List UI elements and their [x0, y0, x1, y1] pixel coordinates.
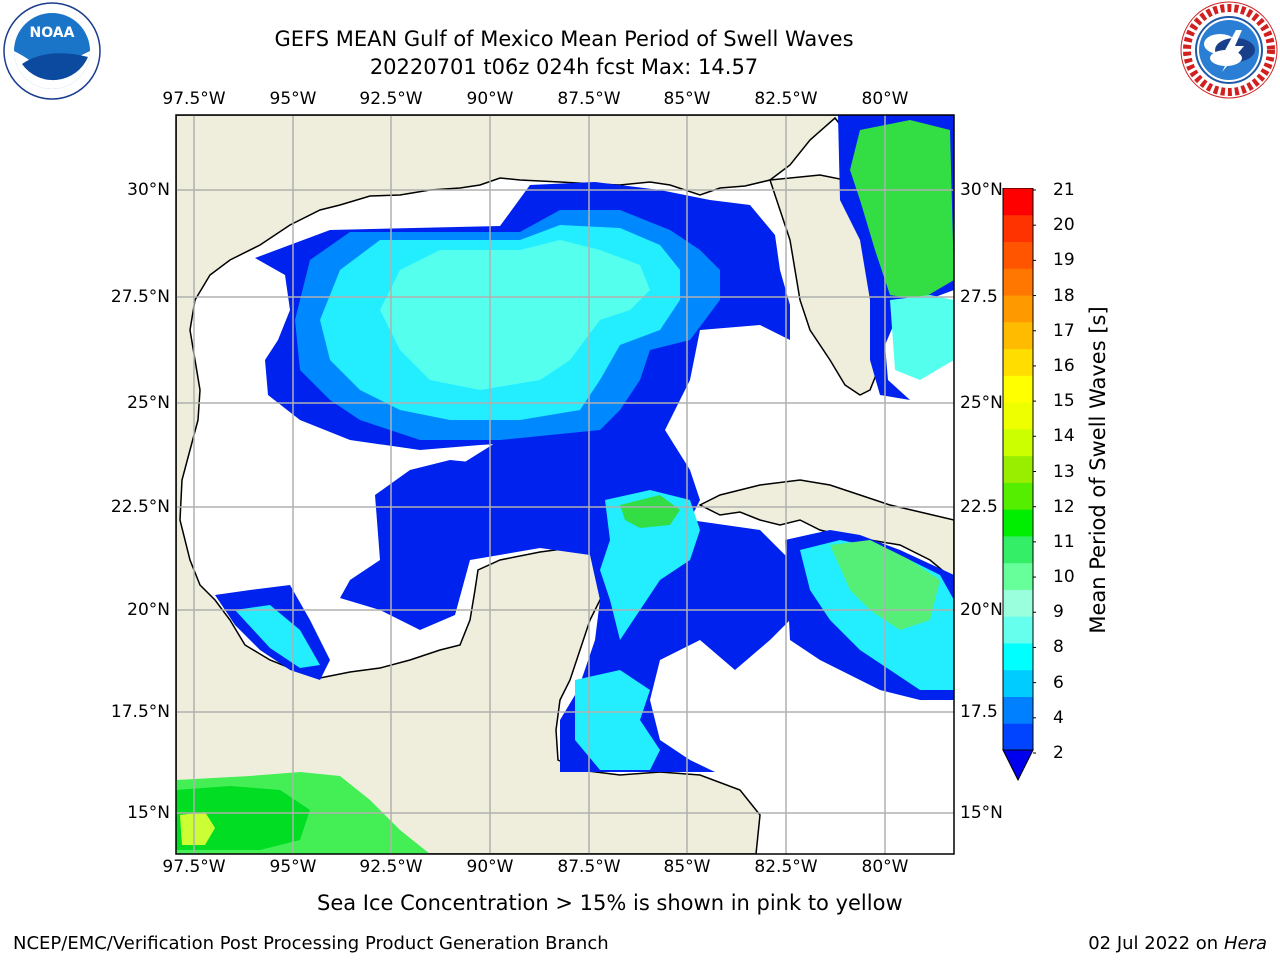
colorbar-segment [1003, 428, 1033, 457]
colorbar-segment [1003, 535, 1033, 564]
lon-tick-top: 92.5°W [359, 89, 423, 109]
lat-tick-right: 22.5 [960, 497, 998, 517]
noaa-logo: NOAA [3, 2, 101, 100]
colorbar-segment [1003, 616, 1033, 644]
colorbar-tick-label: 21 [1053, 180, 1075, 200]
lat-tick-left: 22.5°N [110, 497, 170, 517]
sea-ice-note: Sea Ice Concentration > 15% is shown in … [317, 891, 903, 915]
lat-tick-left: 30°N [127, 180, 170, 200]
colorbar-segment [1003, 562, 1033, 590]
lat-tick-right: 20°N [960, 600, 1003, 620]
colorbar-tick-label: 15 [1053, 391, 1075, 412]
noaa-logo-text: NOAA [30, 25, 75, 41]
colorbar-tick-label: 6 [1053, 672, 1064, 693]
colorbar-tick-label: 8 [1053, 637, 1064, 658]
swell-contours [176, 115, 954, 854]
lat-tick-right: 27.5 [960, 287, 998, 307]
colorbar-tick-label: 2 [1053, 743, 1064, 763]
lon-tick-bottom: 80°W [861, 857, 909, 877]
colorbar-tick-label: 10 [1053, 567, 1075, 588]
colorbar-segment [1003, 295, 1033, 323]
lon-tick-bottom: 85°W [663, 857, 711, 877]
colorbar-tick-label: 16 [1053, 355, 1075, 376]
colorbar-title: Mean Period of Swell Waves [s] [1086, 306, 1110, 634]
colorbar-extend-arrow [1002, 749, 1034, 782]
colorbar-segment [1003, 455, 1033, 483]
colorbar-segment [1003, 241, 1033, 269]
colorbar-segment [1003, 402, 1033, 430]
lon-tick-bottom: 92.5°W [359, 857, 423, 877]
map-title: GEFS MEAN Gulf of Mexico Mean Period of … [274, 27, 854, 51]
lat-tick-right: 15°N [960, 803, 1003, 823]
lon-tick-bottom: 97.5°W [162, 857, 226, 877]
lat-tick-left: 17.5°N [110, 702, 170, 722]
colorbar-segment [1003, 348, 1033, 376]
nws-logo [1180, 1, 1278, 99]
lat-tick-right: 30°N [960, 180, 1003, 200]
colorbar-segment [1003, 268, 1033, 296]
land-cuba [698, 479, 954, 581]
colorbar-segment [1003, 642, 1033, 671]
colorbar-tick-label: 18 [1053, 285, 1075, 306]
run-date-text: 02 Jul 2022 on [1088, 933, 1224, 954]
lon-tick-bottom: 95°W [269, 857, 317, 877]
lon-tick-top: 82.5°W [754, 89, 818, 109]
lat-tick-left: 15°N [127, 803, 170, 823]
colorbar-tick-label: 9 [1053, 602, 1064, 623]
contour-cyan-honduras [575, 670, 660, 770]
lon-tick-top: 85°W [663, 89, 711, 109]
colorbar-frame [1002, 188, 1034, 751]
contour-cyan-atlantic [890, 295, 954, 380]
colorbar-segment [1003, 669, 1033, 697]
colorbar-tick-label: 19 [1053, 250, 1075, 271]
lat-tick-right: 25°N [960, 393, 1003, 413]
lon-tick-bottom: 82.5°W [754, 857, 818, 877]
colorbar-tick-label: 17 [1053, 320, 1075, 341]
colorbar-segment [1003, 589, 1033, 617]
colorbar-segment [1003, 375, 1033, 403]
colorbar-tick-label: 20 [1053, 215, 1075, 236]
lon-tick-top: 87.5°W [557, 89, 621, 109]
contour-cyan-yucatan [600, 490, 700, 640]
contour-green-yucatan [620, 495, 680, 528]
colorbar-tick-label: 14 [1053, 426, 1075, 447]
run-date: 02 Jul 2022 on Hera [1088, 933, 1267, 954]
colorbar-tick-label: 11 [1053, 531, 1075, 552]
lat-tick-left: 27.5°N [110, 287, 170, 307]
contour-cyan-west [235, 605, 320, 668]
colorbar-tick-label: 4 [1053, 707, 1064, 728]
lon-tick-top: 95°W [269, 89, 317, 109]
graticule [176, 115, 954, 854]
lat-tick-right: 17.5 [960, 702, 998, 722]
lat-tick-left: 25°N [127, 393, 170, 413]
colorbar-tick-label: 12 [1053, 496, 1075, 517]
colorbar-segment [1003, 696, 1033, 724]
lon-tick-top: 90°W [466, 89, 514, 109]
lon-tick-bottom: 90°W [466, 857, 514, 877]
contour-green-atlantic [850, 120, 954, 300]
lon-tick-top: 97.5°W [162, 89, 226, 109]
lon-tick-top: 80°W [861, 89, 909, 109]
map-subtitle: 20220701 t06z 024h fcst Max: 14.57 [369, 55, 759, 79]
colorbar-segment [1003, 723, 1033, 751]
colorbar-segment [1003, 214, 1033, 243]
colorbar-segment [1003, 509, 1033, 537]
credit-line: NCEP/EMC/Verification Post Processing Pr… [13, 933, 609, 954]
lat-tick-left: 20°N [127, 600, 170, 620]
colorbar-segment [1003, 188, 1033, 216]
lon-tick-bottom: 87.5°W [557, 857, 621, 877]
map-frame [175, 114, 955, 855]
contour-yellowgreen-pacific [180, 812, 215, 845]
machine-name: Hera [1223, 933, 1267, 954]
contour-light-cyan-gulf [380, 240, 650, 390]
colorbar-tick-label: 13 [1053, 461, 1075, 482]
colorbar-segment [1003, 482, 1033, 510]
colorbar-segment [1003, 321, 1033, 350]
colorbar [1002, 188, 1036, 782]
